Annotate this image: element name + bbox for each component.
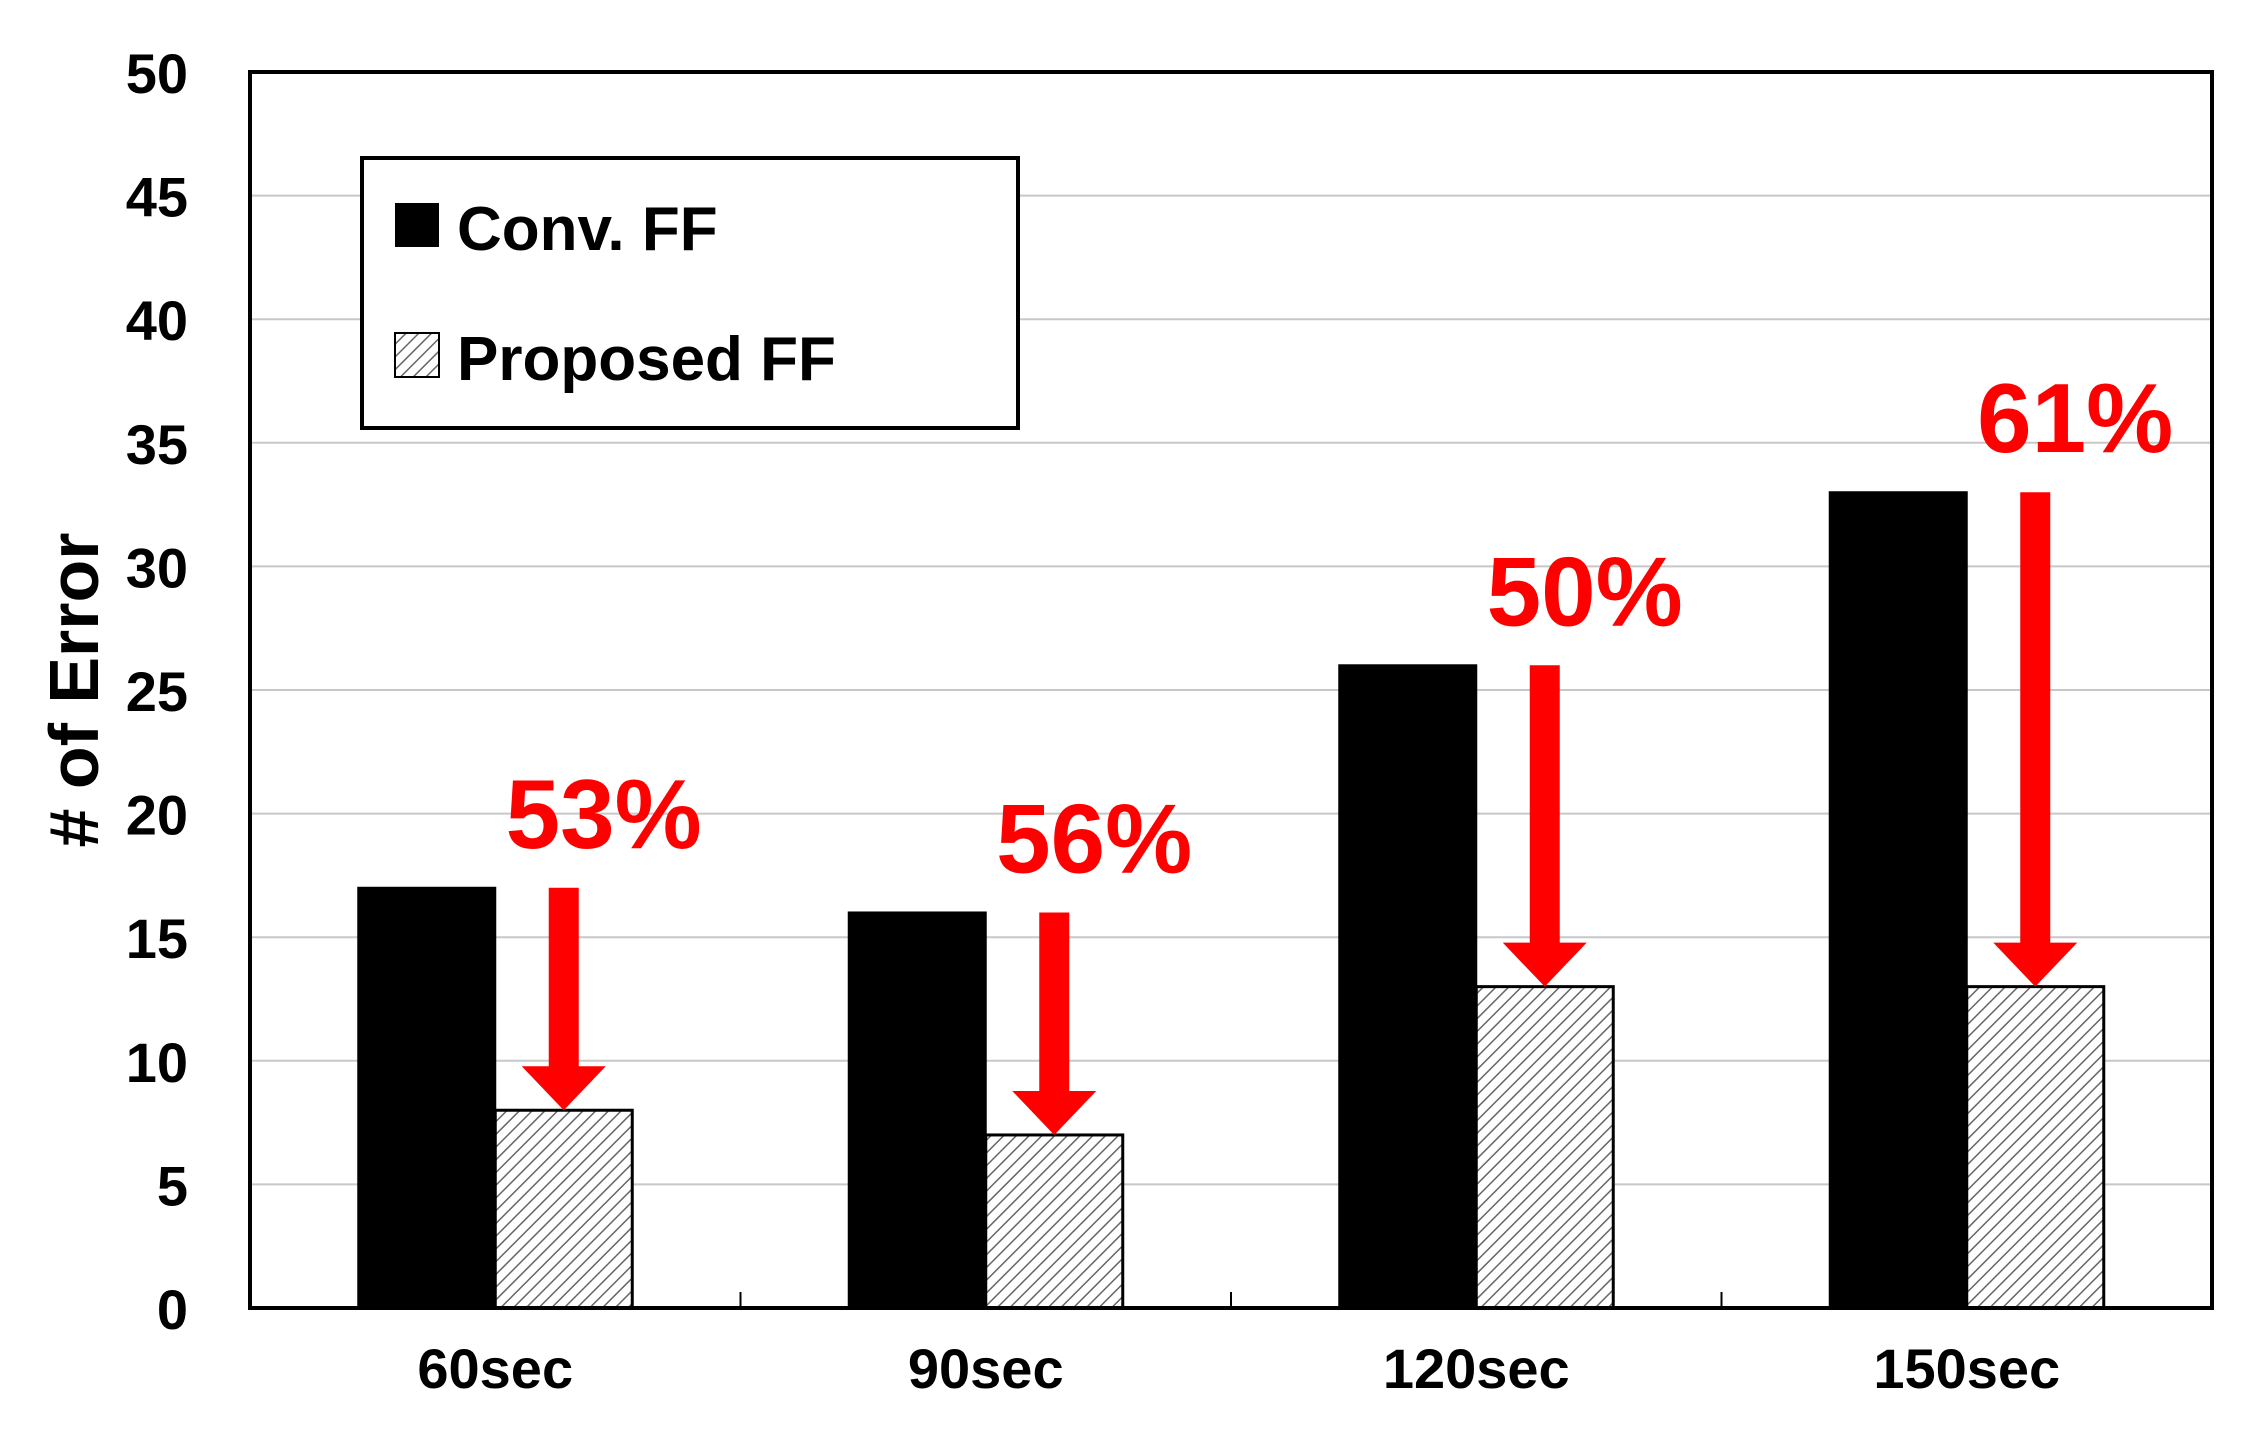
y-tick-label: 40 [126,289,188,352]
bar-conv-ff [1338,664,1478,1309]
reduction-arrows: 53% 56% 50% 61% [506,363,2173,1135]
x-tick-label: 60sec [417,1337,573,1400]
reduction-label: 56% [996,783,1192,893]
x-tick-label: 150sec [1873,1337,2060,1400]
bars [357,491,2106,1310]
reduction-arrow [521,887,606,1111]
bar-proposed-ff [493,1108,634,1310]
bar-conv-ff [1828,491,1968,1309]
reduction-arrow [1012,912,1097,1135]
reduction-label: 53% [506,759,702,869]
y-tick-label: 45 [126,166,188,229]
reduction-arrow [1502,665,1587,987]
reduction-arrow [1993,492,2078,987]
x-tick-label: 120sec [1383,1337,1570,1400]
reduction-label: 61% [1977,363,2173,473]
y-tick-label: 35 [126,413,188,476]
y-tick-label: 0 [157,1278,188,1341]
y-tick-label: 15 [126,907,188,970]
bar-conv-ff [357,886,497,1309]
y-axis: 0 5 10 15 20 25 30 35 40 45 50 [126,42,188,1341]
legend-label-conv-ff: Conv. FF [457,195,718,264]
legend-box [360,156,1020,430]
y-tick-label: 30 [126,536,188,599]
legend: Conv. FF Proposed FF [360,156,1020,430]
bar-proposed-ff [1474,985,1615,1310]
legend-swatch-conv-ff [395,203,439,247]
y-tick-label: 5 [157,1154,188,1217]
legend-label-proposed-ff: Proposed FF [457,325,836,394]
y-tick-label: 20 [126,784,188,847]
y-axis-label: # of Error [35,532,113,847]
bar-proposed-ff [984,1133,1125,1310]
y-tick-label: 50 [126,42,188,105]
y-tick-label: 10 [126,1031,188,1094]
bar-proposed-ff [1965,985,2106,1310]
bar-conv-ff [847,911,987,1309]
legend-swatch-proposed-ff [394,332,440,378]
x-tick-label: 90sec [908,1337,1064,1400]
reduction-label: 50% [1487,536,1683,646]
y-tick-label: 25 [126,660,188,723]
x-axis: 60sec 90sec 120sec 150sec [417,1292,2060,1400]
